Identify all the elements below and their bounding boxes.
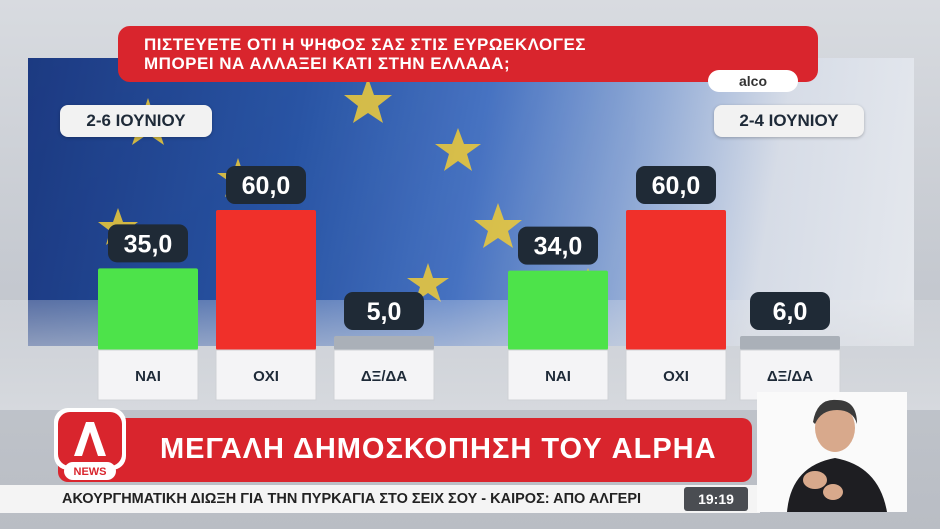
date-left: 2-6 ΙΟΥΝΙΟΥ	[60, 105, 212, 137]
bar-left-2	[334, 336, 434, 350]
interpreter-figure	[787, 399, 887, 512]
value-label-1-1: 60,0	[652, 172, 701, 200]
value-label-0-0: 35,0	[124, 230, 173, 258]
category-label-1-1: ΟΧΙ	[663, 368, 689, 385]
value-pill-1-1	[636, 166, 716, 204]
ticker-bar	[0, 485, 760, 513]
headline-text: ΜΕΓΑΛΗ ΔΗΜΟΣΚΟΠΗΣΗ ΤΟΥ ALPHA	[160, 433, 717, 465]
headline-banner	[58, 418, 752, 482]
clock: 19:19	[684, 487, 748, 511]
sign-language-interpreter	[757, 392, 907, 512]
bar-right-2	[740, 336, 840, 350]
question-line-2: ΜΠΟΡΕΙ ΝΑ ΑΛΛΑΞΕΙ ΚΑΤΙ ΣΤΗΝ ΕΛΛΑΔΑ;	[144, 54, 511, 73]
category-label-1-0: ΝΑΙ	[545, 368, 571, 385]
category-label-0-0: ΝΑΙ	[135, 368, 161, 385]
source-badge: alco	[708, 70, 798, 92]
logo-news-label: NEWS	[74, 466, 107, 478]
category-label-0-1: ΟΧΙ	[253, 368, 279, 385]
question-banner: ΠΙΣΤΕΥΕΤΕ ΟΤΙ Η ΨΗΦΟΣ ΣΑΣ ΣΤΙΣ ΕΥΡΩΕΚΛΟΓ…	[118, 26, 818, 82]
ticker-text: ΑΚΟΥΡΓΗΜΑΤΙΚΗ ΔΙΩΞΗ ΓΙΑ ΤΗΝ ΠΥΡΚΑΓΙΑ ΣΤΟ…	[62, 491, 642, 507]
value-label-0-1: 60,0	[242, 172, 291, 200]
value-label-0-2: 5,0	[367, 298, 402, 326]
value-pill-0-2	[344, 292, 424, 330]
category-label-0-2: ΔΞ/ΔΑ	[361, 368, 407, 385]
category-box-1-2	[739, 349, 841, 401]
category-box-0-2	[333, 349, 435, 401]
category-label-1-2: ΔΞ/ΔΑ	[767, 368, 813, 385]
bar-left-1	[216, 210, 316, 350]
category-box-0-0	[97, 349, 199, 401]
value-pill-0-1	[226, 166, 306, 204]
bar-right-1	[626, 210, 726, 350]
bar-right-0	[508, 270, 608, 350]
category-box-0-1	[215, 349, 317, 401]
alpha-news-logo: NEWS	[54, 408, 126, 480]
value-pill-1-2	[750, 292, 830, 330]
date-right: 2-4 ΙΟΥΝΙΟΥ	[714, 105, 864, 137]
question-line-1: ΠΙΣΤΕΥΕΤΕ ΟΤΙ Η ΨΗΦΟΣ ΣΑΣ ΣΤΙΣ ΕΥΡΩΕΚΛΟΓ…	[144, 35, 586, 54]
category-box-1-0	[507, 349, 609, 401]
category-box-1-1	[625, 349, 727, 401]
value-pill-1-0	[518, 226, 598, 265]
value-label-1-0: 34,0	[534, 233, 583, 261]
value-pill-0-0	[108, 224, 188, 263]
value-label-1-2: 6,0	[773, 298, 808, 326]
bar-left-0	[98, 268, 198, 350]
